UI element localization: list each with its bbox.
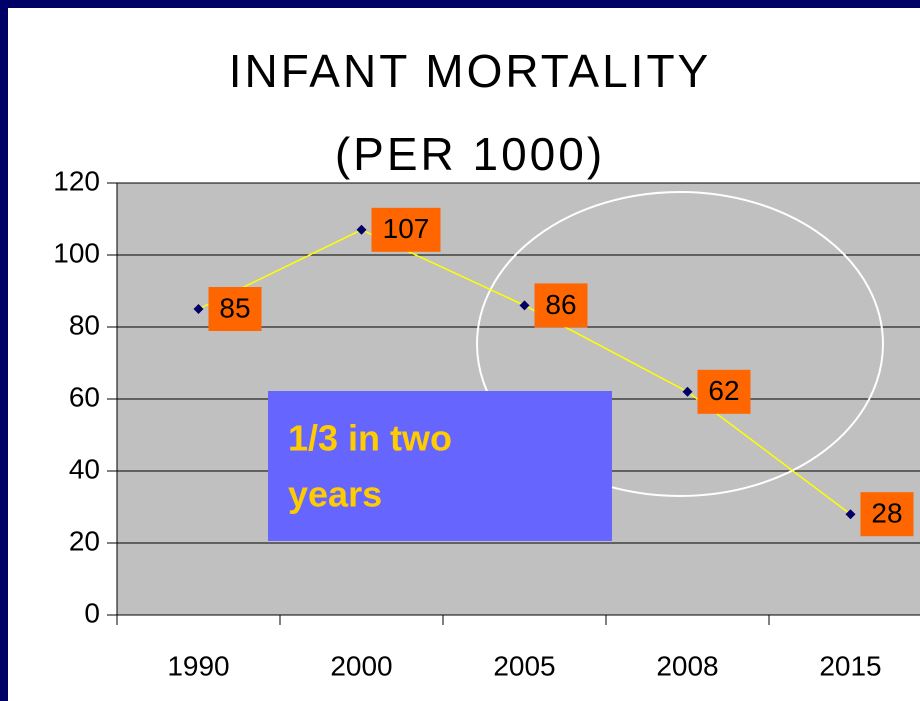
- marker: [845, 509, 856, 520]
- data-label: 85: [219, 292, 250, 323]
- x-tick-label: 2008: [656, 650, 718, 681]
- marker: [519, 300, 530, 311]
- data-label-box: [534, 283, 588, 328]
- annotation-box: [268, 391, 612, 541]
- highlight-ellipse: [476, 191, 884, 497]
- y-tick-label: 100: [53, 237, 100, 268]
- chart-title: INFANT MORTALITY: [229, 45, 712, 97]
- y-tick-label: 20: [69, 525, 100, 556]
- data-label: 86: [545, 289, 576, 320]
- y-tick-label: 40: [69, 453, 100, 484]
- x-tick-label: 2005: [493, 650, 555, 681]
- x-tick-label: 2000: [330, 650, 392, 681]
- chart-title: (PER 1000): [335, 128, 605, 180]
- data-label-box: [860, 492, 914, 537]
- data-label-box: [697, 369, 751, 414]
- marker: [682, 386, 693, 397]
- y-tick-label: 60: [69, 381, 100, 412]
- y-tick-label: 120: [53, 165, 100, 196]
- data-label: 28: [871, 498, 902, 529]
- data-label-box: [208, 287, 262, 331]
- frame-left: [0, 0, 8, 701]
- frame-top: [0, 0, 920, 8]
- annotation-text: years: [288, 474, 382, 515]
- marker: [356, 224, 367, 235]
- data-label: 62: [708, 375, 739, 406]
- data-label: 107: [383, 213, 430, 244]
- annotation-text: 1/3 in two: [288, 418, 452, 459]
- x-tick-label: 2015: [819, 650, 881, 681]
- y-tick-label: 80: [69, 309, 100, 340]
- marker: [193, 304, 204, 314]
- x-tick-label: 1990: [167, 650, 229, 681]
- y-tick-label: 0: [84, 597, 100, 628]
- data-label-box: [371, 207, 441, 252]
